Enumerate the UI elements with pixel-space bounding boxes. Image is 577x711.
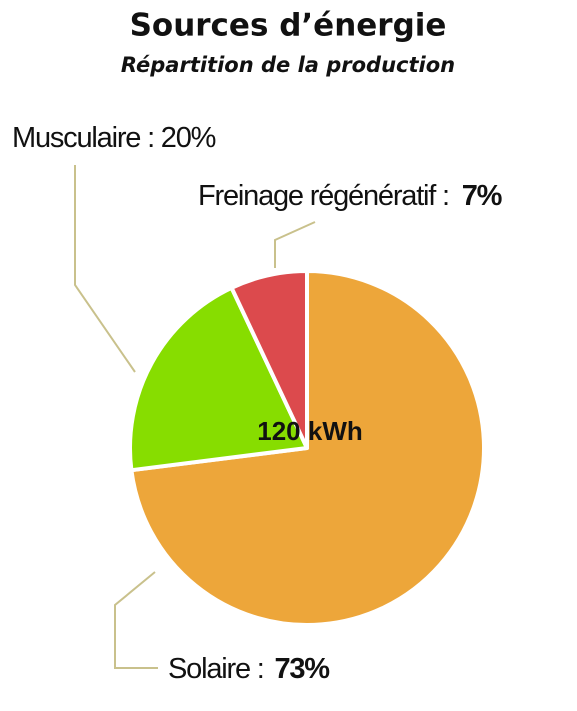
separator: :	[140, 122, 161, 154]
value-label: 73%	[274, 653, 330, 685]
category-label: Solaire	[168, 653, 250, 685]
leader-line	[74, 165, 136, 373]
value-label: 20%	[161, 122, 216, 154]
category-label: Musculaire	[12, 122, 140, 154]
chart-title: Sources d’énergie	[130, 8, 447, 44]
slice-label: Solaire : 73%	[168, 653, 330, 685]
pie-slice	[229, 269, 309, 450]
slice-label: Musculaire : 20%	[12, 122, 216, 154]
center-label: 120 kWh	[257, 416, 363, 446]
separator: :	[250, 653, 271, 685]
pie	[128, 269, 486, 627]
value-label: 7%	[462, 180, 503, 212]
leader-line	[274, 221, 316, 268]
category-label: Freinage régénératif	[198, 180, 437, 212]
separator: :	[435, 180, 456, 212]
pie-slice	[128, 285, 309, 473]
slice-label: Freinage régénératif : 7%	[198, 180, 503, 212]
leader-line	[114, 571, 158, 669]
chart-subtitle: Répartition de la production	[121, 53, 455, 77]
